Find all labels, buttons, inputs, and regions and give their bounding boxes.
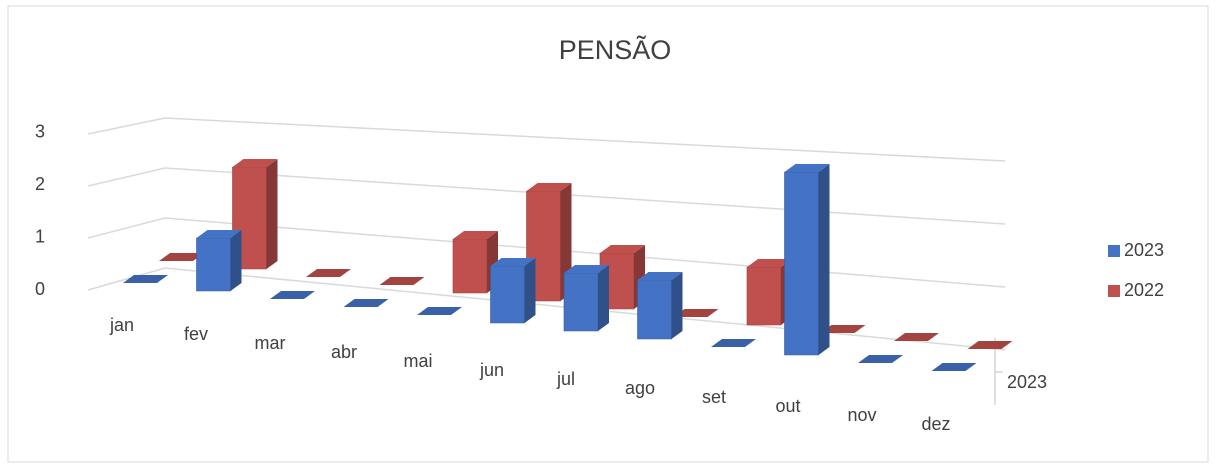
bar [931, 363, 977, 371]
chart-frame [7, 5, 1209, 463]
bar [784, 164, 830, 356]
bar-side [230, 230, 242, 291]
x-tick-label: fev [184, 324, 208, 344]
bar-top [858, 355, 903, 363]
bar [563, 265, 609, 332]
y-tick-label: 2 [35, 174, 45, 194]
bar [270, 291, 315, 299]
bar-top [600, 245, 645, 253]
bar [967, 341, 1013, 349]
grid-line [87, 117, 1006, 162]
bar [858, 355, 903, 363]
bar-top [417, 307, 462, 315]
x-tick-label: nov [847, 405, 876, 425]
bar-top [931, 363, 977, 371]
bar-top [820, 325, 866, 333]
legend-label: 2023 [1124, 240, 1164, 260]
bar-top [526, 183, 572, 191]
legend-swatch [1108, 245, 1120, 257]
grid-line [87, 167, 1006, 225]
x-tick-label: jan [109, 315, 134, 335]
x-tick-label: mar [255, 333, 286, 353]
bar-side [266, 159, 278, 269]
grid-line [87, 217, 1006, 288]
bar [490, 258, 536, 324]
bar [159, 253, 204, 261]
bar [711, 339, 756, 347]
bar-side [598, 265, 609, 331]
bar-top [379, 277, 425, 285]
bar-front [490, 265, 525, 324]
y-tick-label: 0 [35, 279, 45, 299]
x-tick-label: jun [479, 360, 504, 380]
bar [673, 309, 719, 317]
bar-top [232, 159, 278, 167]
x-tick-label: ago [625, 378, 655, 398]
bar [379, 277, 425, 285]
y-tick-label: 1 [35, 226, 45, 246]
bar [343, 299, 389, 307]
bar-front [784, 171, 819, 356]
bar-front [637, 279, 672, 340]
grid-line [87, 267, 1006, 351]
bar-top [747, 259, 792, 267]
bar [306, 269, 351, 277]
bar-top [967, 341, 1013, 349]
x-tick-label: out [775, 396, 800, 416]
bar-top [196, 230, 242, 238]
bar [894, 333, 939, 341]
bar-top [343, 299, 389, 307]
bar-side [671, 272, 683, 339]
bar-side [524, 258, 536, 323]
x-tick-label: jul [556, 369, 575, 389]
x-tick-label: mai [403, 351, 432, 371]
bar-front [196, 237, 231, 292]
x-tick-label: set [702, 387, 726, 407]
x-tick-label: dez [921, 414, 950, 434]
bar [196, 230, 242, 292]
bar-top [159, 253, 204, 261]
bar [417, 307, 462, 315]
bar-top [564, 265, 609, 273]
bar-front [563, 272, 599, 332]
chart-title: PENSÃO [559, 34, 672, 65]
bar-top [306, 269, 351, 277]
bar [123, 275, 168, 283]
bar-front [452, 238, 488, 294]
bar-front [746, 266, 782, 326]
bar-top [784, 164, 830, 172]
bar-top [637, 272, 683, 280]
bar-top [894, 333, 939, 341]
bar-side [818, 164, 830, 355]
bar-top [123, 275, 168, 283]
legend-swatch [1108, 285, 1120, 297]
depth-tick-label: 2023 [1007, 372, 1047, 392]
bar-top [711, 339, 756, 347]
bar [637, 272, 683, 340]
bar-top [490, 258, 536, 266]
bar-top [673, 309, 719, 317]
bar-top [270, 291, 315, 299]
bar [820, 325, 866, 333]
y-tick-label: 3 [35, 121, 45, 141]
legend-label: 2022 [1124, 280, 1164, 300]
bar-top [453, 231, 498, 239]
x-tick-label: abr [331, 342, 357, 362]
